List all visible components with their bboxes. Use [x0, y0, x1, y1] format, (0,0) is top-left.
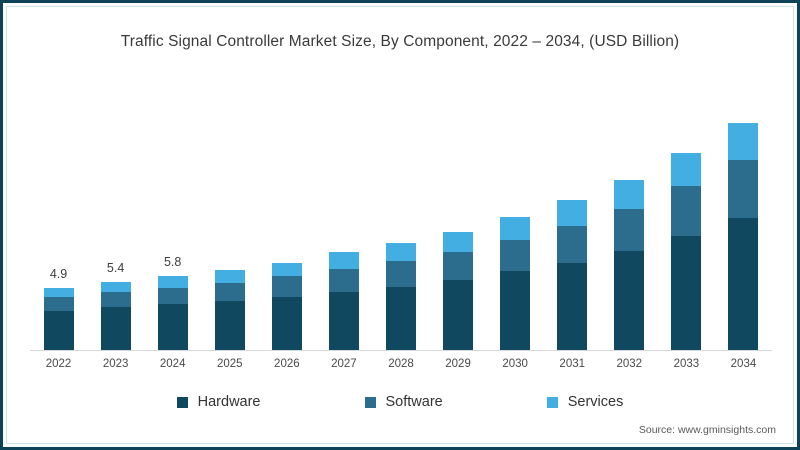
- bar-column-2025[interactable]: [214, 270, 245, 350]
- bar-segment-hardware-2030[interactable]: [500, 271, 531, 350]
- legend-item-software[interactable]: Software: [364, 394, 443, 410]
- bar-column-2029[interactable]: [443, 232, 474, 350]
- legend-item-services[interactable]: Services: [546, 394, 624, 410]
- bar-segment-software-2032[interactable]: [614, 209, 645, 252]
- bar-segment-software-2030[interactable]: [500, 239, 531, 272]
- bar-segment-hardware-2033[interactable]: [671, 235, 702, 350]
- bar-segment-hardware-2024[interactable]: [157, 304, 188, 350]
- bar-column-2027[interactable]: [328, 252, 359, 350]
- bar-segment-hardware-2027[interactable]: [328, 291, 359, 350]
- bar-segment-services-2023[interactable]: [100, 281, 131, 292]
- bar-segment-hardware-2031[interactable]: [557, 262, 588, 350]
- bar-segment-services-2028[interactable]: [386, 243, 416, 262]
- bar-segment-services-2032[interactable]: [614, 180, 645, 210]
- bar-segment-software-2031[interactable]: [557, 225, 588, 263]
- bar-column-2023[interactable]: [100, 281, 131, 350]
- bar-value-label-2023: 5.4: [106, 260, 125, 275]
- bar-segment-services-2025[interactable]: [214, 270, 245, 283]
- bar-column-2024[interactable]: [157, 276, 188, 350]
- bar-segment-services-2034[interactable]: [728, 123, 759, 160]
- bar-column-2033[interactable]: [671, 153, 702, 350]
- legend-label-services: Services: [567, 394, 624, 410]
- legend-item-hardware[interactable]: Hardware: [176, 394, 261, 410]
- bar-segment-software-2034[interactable]: [728, 159, 759, 219]
- bar-segment-services-2027[interactable]: [328, 252, 359, 269]
- bar-column-2028[interactable]: [386, 243, 416, 350]
- bar-segment-services-2024[interactable]: [157, 276, 188, 288]
- bar-segment-hardware-2028[interactable]: [386, 286, 416, 350]
- x-tick-label-2024: 2024: [159, 358, 186, 370]
- bar-segment-hardware-2026[interactable]: [271, 296, 302, 350]
- x-tick-label-2034: 2034: [730, 358, 757, 370]
- x-tick-label-2032: 2032: [616, 358, 643, 370]
- bar-column-2032[interactable]: [614, 180, 645, 350]
- bar-segment-hardware-2032[interactable]: [614, 251, 645, 350]
- x-tick-label-2033: 2033: [673, 358, 700, 370]
- square-swatch-icon: [364, 396, 376, 408]
- chart-legend: Hardware Software Services: [0, 394, 800, 410]
- x-axis-baseline: [30, 350, 772, 351]
- source-attribution: Source: www.gminsights.com: [638, 424, 776, 436]
- square-swatch-icon: [546, 396, 558, 408]
- bar-segment-software-2029[interactable]: [443, 252, 474, 281]
- bar-segment-software-2024[interactable]: [157, 287, 188, 305]
- x-tick-label-2025: 2025: [216, 358, 243, 370]
- bar-segment-software-2022[interactable]: [43, 296, 74, 311]
- legend-label-software: Software: [385, 394, 443, 410]
- x-tick-label-2028: 2028: [388, 358, 414, 370]
- bar-column-2022[interactable]: [43, 287, 74, 350]
- bar-segment-software-2025[interactable]: [214, 282, 245, 301]
- bar-segment-software-2027[interactable]: [328, 268, 359, 292]
- bar-segment-hardware-2023[interactable]: [100, 306, 131, 350]
- bar-segment-services-2026[interactable]: [271, 262, 302, 277]
- bar-segment-software-2033[interactable]: [671, 186, 702, 236]
- bar-segment-hardware-2025[interactable]: [214, 300, 245, 350]
- x-tick-label-2029: 2029: [445, 358, 471, 370]
- chart-title: Traffic Signal Controller Market Size, B…: [120, 33, 680, 50]
- bar-column-2030[interactable]: [500, 216, 531, 350]
- legend-label-hardware: Hardware: [197, 394, 261, 410]
- x-tick-label-2030: 2030: [502, 358, 528, 370]
- plot-area: [30, 70, 770, 350]
- bar-column-2034[interactable]: [728, 123, 759, 350]
- bar-segment-hardware-2034[interactable]: [728, 218, 759, 350]
- bar-segment-hardware-2029[interactable]: [443, 280, 474, 350]
- x-tick-label-2027: 2027: [331, 358, 357, 370]
- x-tick-label-2022: 2022: [45, 358, 72, 370]
- bar-segment-services-2029[interactable]: [443, 232, 474, 253]
- bar-column-2026[interactable]: [271, 262, 302, 350]
- square-swatch-icon: [176, 396, 188, 408]
- x-tick-label-2031: 2031: [559, 358, 586, 370]
- bar-segment-services-2030[interactable]: [500, 216, 531, 240]
- bar-segment-hardware-2022[interactable]: [43, 310, 74, 350]
- bar-segment-software-2028[interactable]: [386, 261, 416, 287]
- bar-segment-software-2026[interactable]: [271, 276, 302, 297]
- bar-column-2031[interactable]: [557, 200, 588, 350]
- bar-segment-services-2022[interactable]: [43, 287, 74, 297]
- x-tick-label-2023: 2023: [102, 358, 129, 370]
- x-tick-label-2026: 2026: [274, 358, 300, 370]
- bar-segment-software-2023[interactable]: [100, 291, 131, 307]
- bar-value-label-2022: 4.9: [49, 266, 68, 281]
- bar-value-label-2024: 5.8: [163, 255, 182, 270]
- bar-segment-services-2033[interactable]: [671, 153, 702, 187]
- bar-segment-services-2031[interactable]: [557, 200, 588, 226]
